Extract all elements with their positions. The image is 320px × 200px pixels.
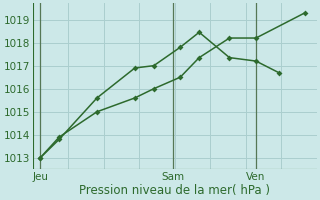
X-axis label: Pression niveau de la mer( hPa ): Pression niveau de la mer( hPa )	[79, 184, 270, 197]
